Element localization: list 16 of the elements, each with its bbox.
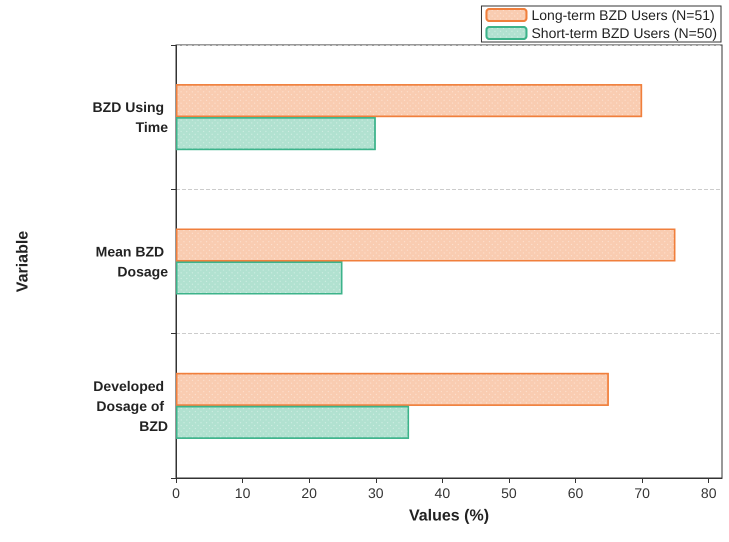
y-tick-label: BZD Using Time [92, 99, 168, 136]
legend-label: Long-term BZD Users (N=51) [531, 7, 715, 23]
x-tick-label: 10 [234, 485, 251, 501]
x-tick-label: 60 [568, 485, 584, 501]
x-tick-label: 30 [368, 485, 384, 501]
x-tick-label: 40 [434, 485, 450, 501]
legend-label: Short-term BZD Users (N=50) [531, 25, 718, 41]
y-axis-title: Variable [14, 230, 32, 292]
x-axis-title: Values (%) [408, 508, 490, 524]
x-tick-label: 80 [700, 485, 717, 501]
x-tick-label: 70 [634, 485, 650, 501]
y-tick-label: Developed Dosage of BZD [93, 378, 168, 434]
x-tick-label: 50 [501, 485, 517, 501]
y-tick-label: Mean BZD Dosage [96, 244, 168, 280]
x-tick-label: 20 [301, 485, 318, 501]
x-tick-label: 0 [172, 485, 180, 501]
